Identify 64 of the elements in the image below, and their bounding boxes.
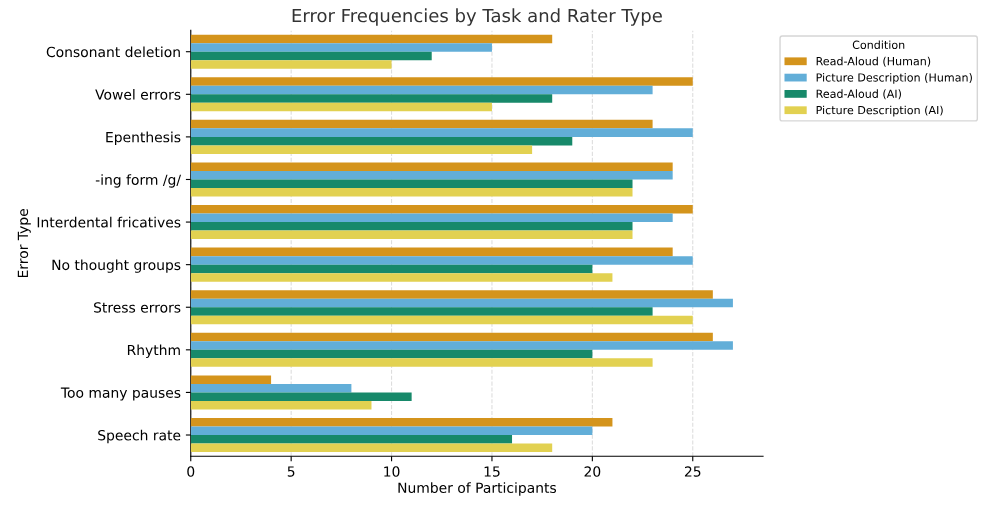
bar [190, 358, 653, 367]
y-tick-label: Rhythm [127, 344, 180, 358]
y-tick-label: Consonant deletion [46, 46, 180, 58]
y-tick-label: No thought groups [52, 259, 181, 273]
bar [190, 341, 733, 350]
y-axis-title: Error Type [17, 209, 31, 278]
x-tick-label: 0 [187, 466, 195, 477]
bar [190, 60, 392, 69]
bar [190, 256, 693, 265]
x-tick-label: 20 [584, 466, 601, 477]
bar [190, 179, 633, 188]
legend-title: Condition [852, 40, 905, 50]
bar [190, 375, 272, 384]
x-tick-label: 25 [684, 466, 701, 477]
chart-title: Error Frequencies by Task and Rater Type [292, 8, 662, 26]
x-tick-label: 5 [287, 466, 295, 477]
bar [190, 77, 693, 86]
bar [190, 94, 553, 103]
y-tick-label: Vowel errors [95, 89, 181, 100]
bar [190, 332, 713, 342]
bar [190, 34, 553, 44]
bar [190, 222, 633, 231]
bar [190, 443, 553, 453]
legend-label: Picture Description (AI) [816, 105, 943, 117]
x-tick-label: 15 [484, 466, 500, 477]
bar [190, 43, 492, 52]
y-tick-label: Too many pauses [60, 387, 181, 401]
bar [190, 298, 733, 308]
legend-label: Read-Aloud (Human) [816, 56, 931, 67]
legend-label: Picture Description (Human) [816, 73, 972, 84]
bar [190, 205, 693, 214]
bar [190, 102, 492, 112]
y-tick-label: Interdental fricatives [37, 216, 181, 228]
bar [190, 315, 693, 325]
bar [190, 290, 713, 299]
bar [190, 145, 533, 154]
bar [190, 128, 693, 137]
bar [190, 170, 673, 180]
bar [190, 400, 372, 410]
y-tick-label: -ing form /g/ [95, 174, 182, 188]
y-tick-label: Speech rate [98, 429, 181, 444]
bar [190, 435, 513, 444]
bar [190, 392, 412, 401]
bar [190, 383, 352, 393]
bar [190, 213, 673, 223]
legend-label: Read-Aloud (AI) [816, 89, 901, 100]
bar [190, 162, 673, 171]
bar [190, 51, 432, 61]
x-tick-label: 10 [384, 466, 400, 477]
y-tick-label: Epenthesis [106, 131, 181, 146]
bar [190, 307, 653, 316]
x-axis-title: Number of Participants [398, 482, 557, 496]
bar [190, 247, 673, 257]
bar [190, 85, 653, 95]
bar [190, 273, 613, 282]
bar [190, 136, 573, 146]
bar [190, 188, 633, 197]
bar [190, 426, 593, 436]
bar [190, 230, 633, 240]
bar [190, 349, 593, 359]
y-tick-label: Stress errors [94, 302, 181, 313]
bar [190, 119, 653, 129]
bar [190, 417, 613, 427]
bar [190, 264, 593, 274]
